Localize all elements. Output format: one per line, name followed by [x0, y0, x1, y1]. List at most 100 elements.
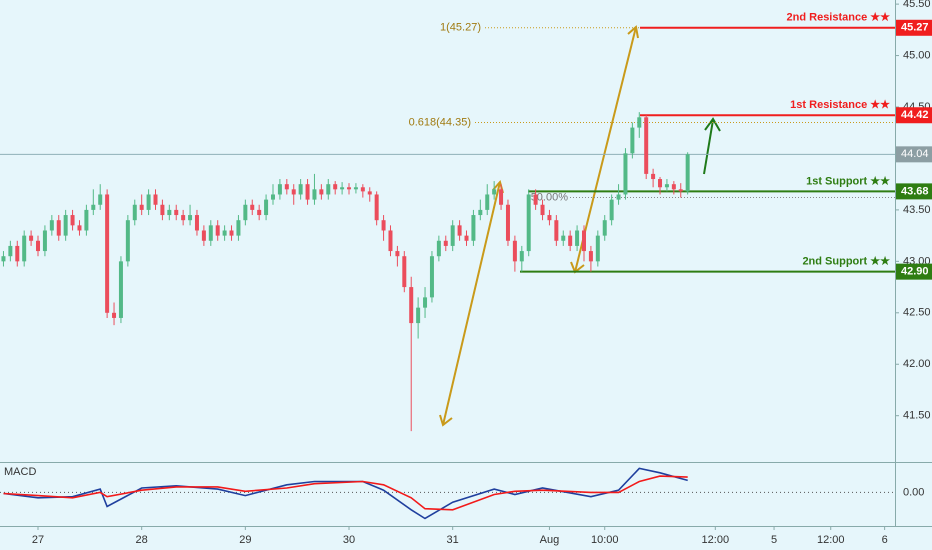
level-name: 2nd Support ★★	[802, 256, 890, 268]
candle-body	[174, 209, 179, 216]
candle-body	[616, 194, 621, 200]
candle-body	[63, 215, 68, 236]
candle-body	[671, 184, 676, 190]
candle-body	[588, 251, 593, 262]
candle-body	[305, 184, 310, 200]
candle-body	[347, 187, 352, 190]
candle-body	[229, 230, 234, 236]
candle-body	[84, 209, 89, 231]
fib-label: 50.00%	[531, 191, 569, 203]
candle-body	[409, 287, 414, 324]
candle-body	[181, 215, 186, 221]
x-tick-label: 12:00	[817, 534, 845, 546]
candle-body	[416, 307, 421, 324]
candle-body	[215, 225, 220, 236]
candle-body	[575, 230, 580, 246]
candle-body	[340, 187, 345, 190]
macd-title: MACD	[4, 466, 36, 478]
candle-body	[201, 230, 206, 241]
candle-body	[602, 220, 607, 236]
candle-body	[519, 251, 524, 262]
candle-body	[194, 215, 199, 231]
candle-body	[49, 220, 54, 231]
candle-body	[277, 184, 282, 195]
candle-body	[270, 194, 275, 200]
x-tick-label: 30	[343, 534, 355, 546]
candle-body	[443, 240, 448, 246]
candle-body	[581, 230, 586, 252]
y-tick-label: 42.00	[903, 358, 931, 370]
candle-body	[125, 220, 130, 262]
candle-body	[464, 235, 469, 241]
candle-body	[651, 173, 656, 180]
x-tick-label: 28	[136, 534, 148, 546]
level-price-box	[896, 19, 932, 36]
candle-body	[146, 194, 151, 210]
candle-body	[257, 209, 262, 216]
level-price-box	[896, 263, 932, 280]
x-tick-label: 10:00	[591, 534, 619, 546]
candle-body	[139, 204, 144, 210]
level-price-box	[896, 107, 932, 124]
x-tick-label: Aug	[540, 534, 560, 546]
candle-body	[319, 189, 324, 195]
candle-body	[250, 204, 255, 210]
candle-body	[457, 225, 462, 236]
candle-body	[208, 225, 213, 241]
candle-body	[22, 235, 27, 262]
macd-signal-line	[3, 475, 688, 511]
candle-body	[98, 194, 103, 205]
candle-body	[512, 240, 517, 262]
macd-macd-line	[3, 467, 688, 520]
last-price-label: 44.04	[901, 148, 929, 160]
y-tick-label: 45.00	[903, 49, 931, 61]
candle-body	[664, 184, 669, 188]
candle-body	[353, 187, 358, 190]
candle-body	[15, 245, 20, 262]
candle-body	[36, 240, 41, 252]
candle-body	[360, 187, 365, 192]
candle-body	[70, 215, 75, 226]
candle-body	[42, 230, 47, 252]
x-tick-label: 12:00	[702, 534, 730, 546]
candle-body	[423, 297, 428, 308]
candle-body	[374, 194, 379, 221]
candle-body	[153, 194, 158, 205]
candle-body	[105, 194, 110, 313]
candle-body	[478, 209, 483, 216]
candle-body	[658, 179, 663, 188]
macd-tick-label: 0.00	[903, 486, 924, 498]
candle-body	[167, 209, 172, 216]
candle-body	[402, 256, 407, 288]
candle-body	[450, 225, 455, 246]
x-tick-label: 29	[239, 534, 251, 546]
candle-body	[644, 117, 649, 174]
level-price-label: 42.90	[901, 266, 929, 278]
candle-body	[492, 189, 497, 195]
candle-body	[471, 215, 476, 241]
level-price-label: 43.68	[901, 185, 929, 197]
x-tick-label: 5	[771, 534, 777, 546]
candle-body	[388, 230, 393, 252]
candle-body	[132, 204, 137, 221]
candle-body	[56, 220, 61, 236]
candle-body	[222, 230, 227, 236]
level-name: 1st Resistance ★★	[790, 99, 890, 111]
candle-body	[568, 235, 573, 246]
candle-body	[91, 204, 96, 210]
target-arrow	[703, 117, 721, 175]
candle-body	[381, 220, 386, 231]
x-tick-label: 27	[32, 534, 44, 546]
candle-body	[243, 204, 248, 221]
candle-body	[485, 194, 490, 210]
x-tick-label: 6	[882, 534, 888, 546]
level-price-label: 45.27	[901, 22, 929, 34]
candle-body	[526, 194, 531, 252]
level-price-label: 44.42	[901, 109, 929, 121]
last-price-box	[896, 146, 932, 163]
candle-body	[188, 215, 193, 221]
candle-body	[112, 312, 117, 318]
x-tick-label: 31	[447, 534, 459, 546]
y-tick-label: 45.50	[903, 0, 931, 10]
